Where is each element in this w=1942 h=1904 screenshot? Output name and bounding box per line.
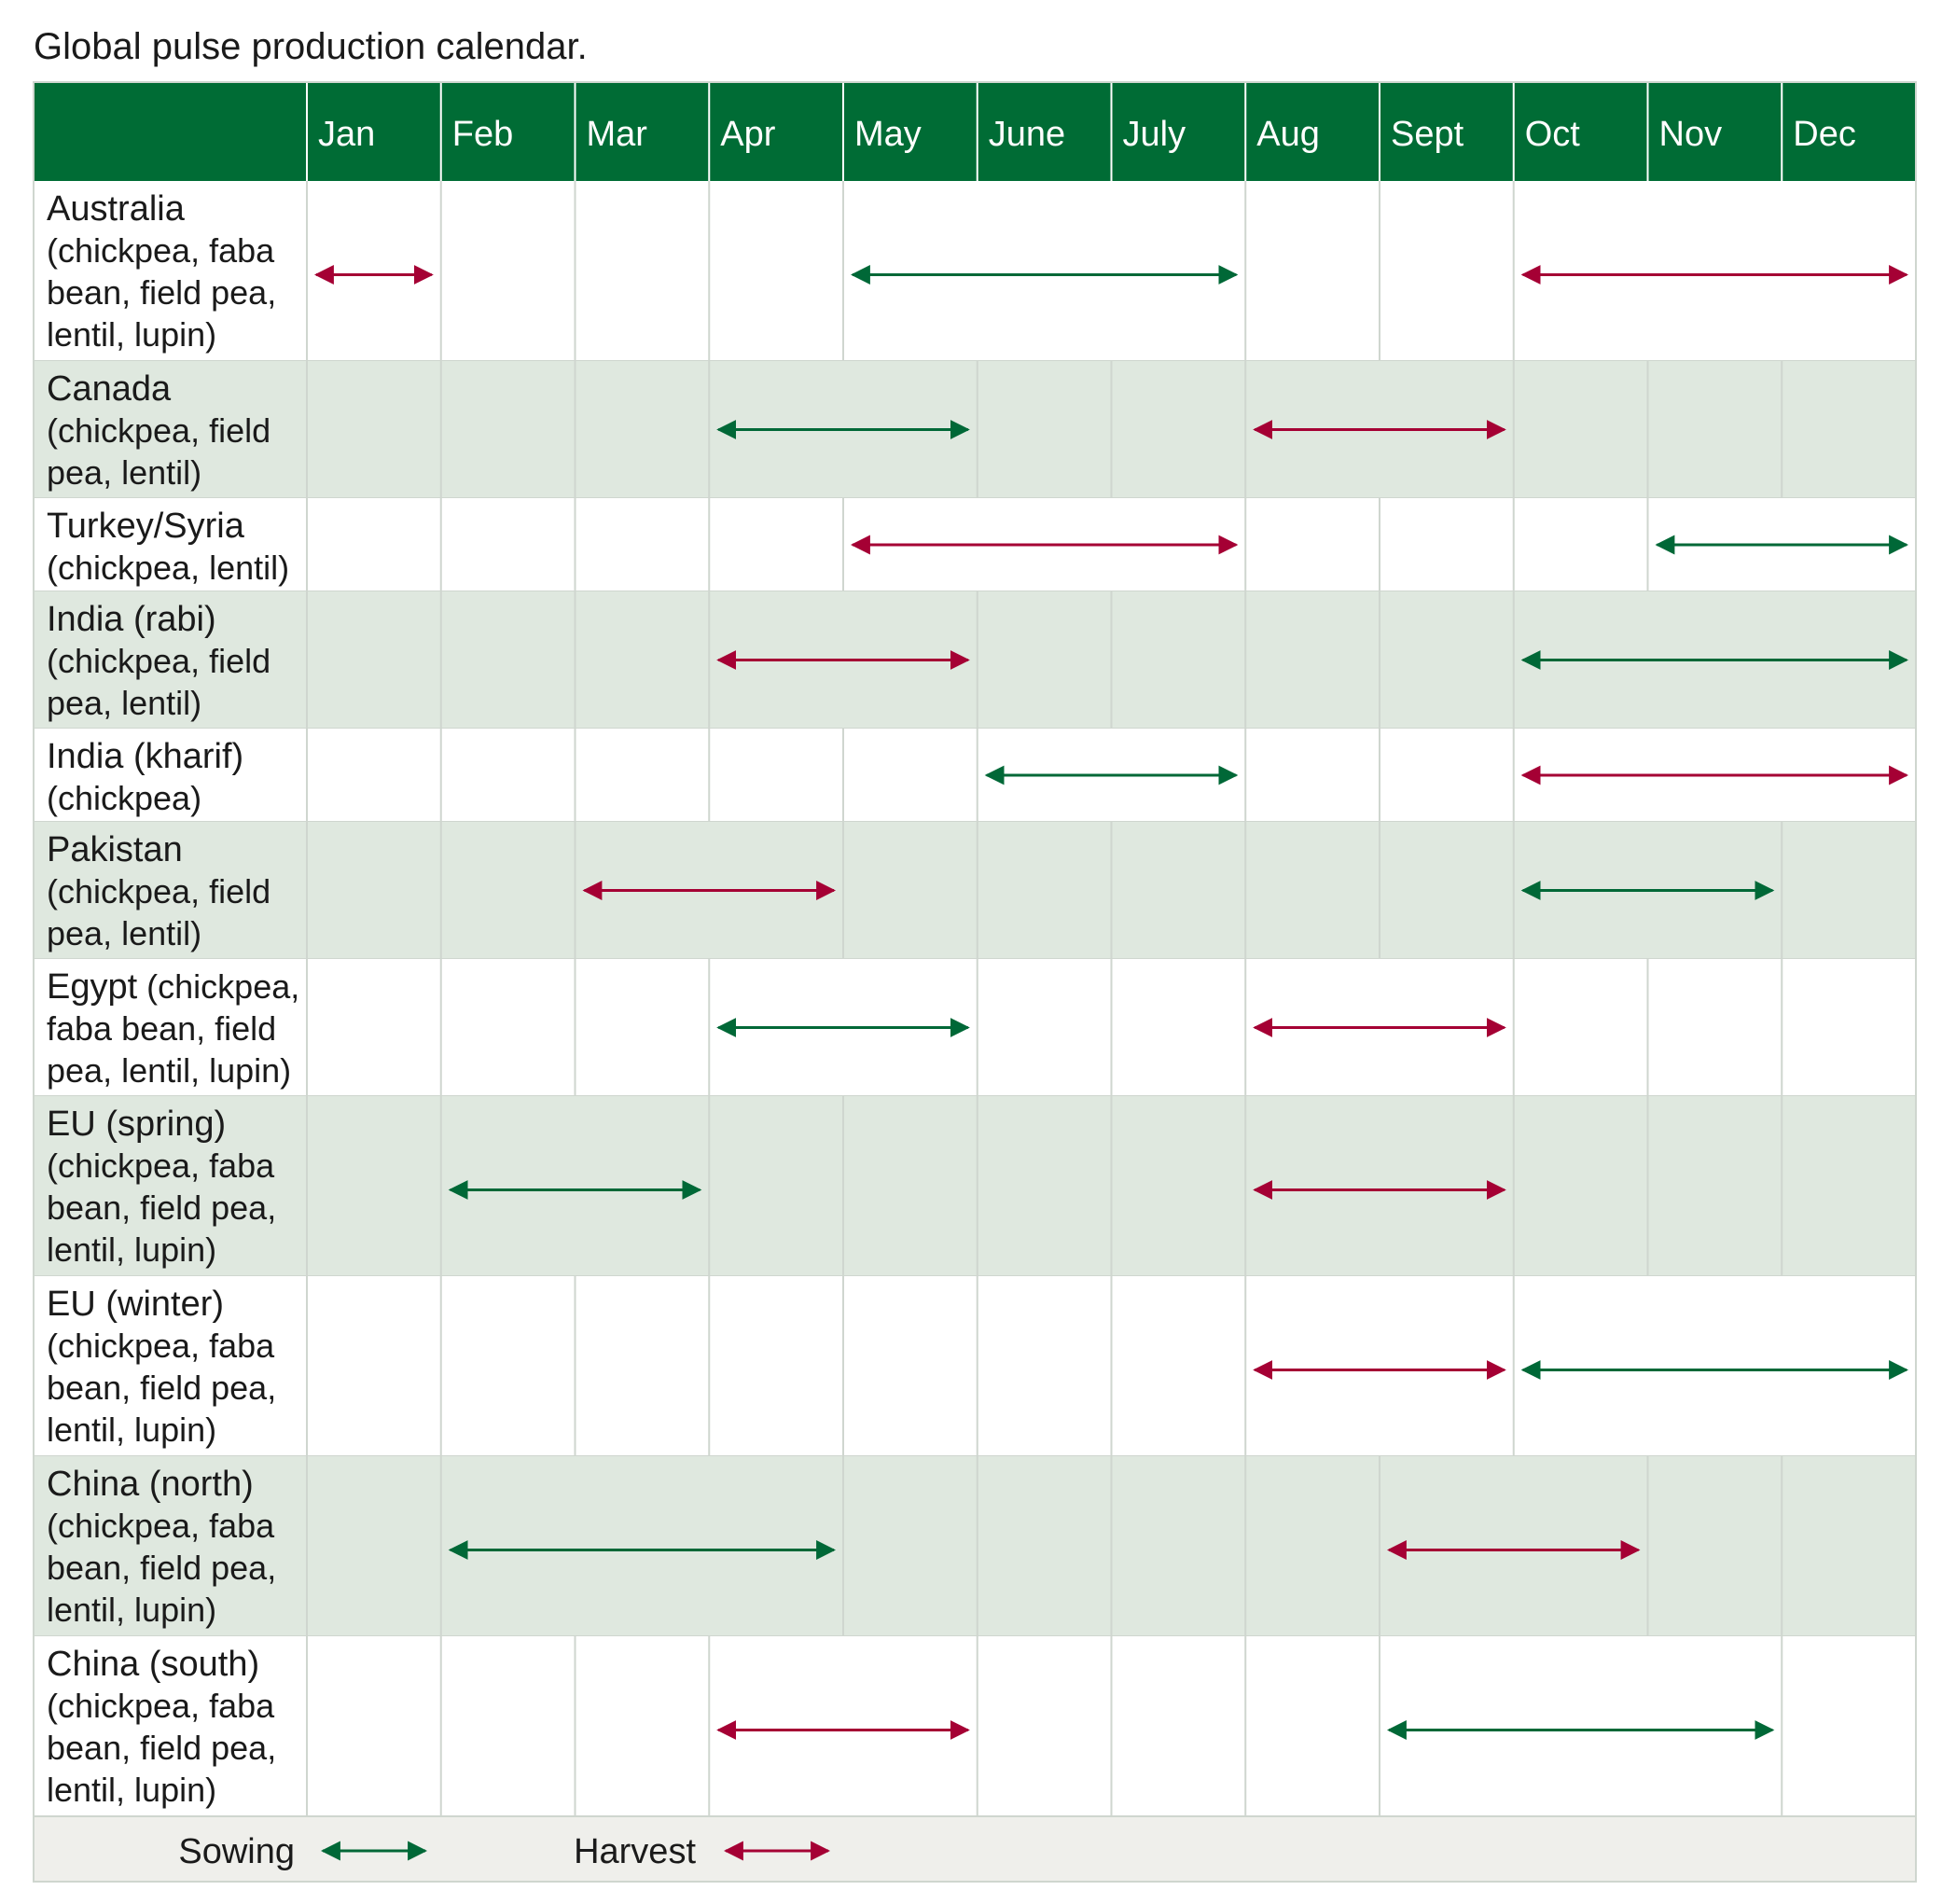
month-header-oct: Oct: [1525, 115, 1581, 154]
row-background: [34, 959, 1916, 1096]
row-label-line: EU (winter): [47, 1285, 224, 1324]
legend-bar: [33, 1815, 1917, 1883]
row-background: [34, 1636, 1916, 1816]
row-label-line: China (north): [47, 1465, 254, 1504]
legend-label-sowing: Sowing: [178, 1832, 295, 1871]
row-label-line: Canada: [47, 369, 172, 409]
row-background: [34, 1276, 1916, 1456]
row-label-line: lentil, lupin): [47, 315, 216, 354]
row-label-line: China (south): [47, 1645, 259, 1684]
row-label-line: lentil, lupin): [47, 1411, 216, 1449]
row-label-line: (chickpea, faba: [47, 231, 275, 270]
row-label-line: EU (spring): [47, 1105, 226, 1144]
month-header-mar: Mar: [587, 115, 648, 154]
row-label-line: India (kharif): [47, 737, 243, 776]
month-header-sept: Sept: [1391, 115, 1464, 154]
row-label-line: (chickpea, field: [47, 642, 270, 680]
header-bar: [34, 82, 1916, 181]
month-header-dec: Dec: [1793, 115, 1856, 154]
row-label-line: lentil, lupin): [47, 1591, 216, 1629]
row-background: [34, 361, 1916, 498]
row-label-line: (chickpea): [47, 779, 201, 817]
page-title: Global pulse production calendar.: [34, 26, 588, 67]
legend-label-harvest: Harvest: [574, 1832, 696, 1871]
month-header-june: June: [989, 115, 1065, 154]
row-label-line: (chickpea, faba: [47, 1147, 275, 1185]
month-header-apr: Apr: [720, 115, 775, 154]
row-background: [34, 181, 1916, 361]
month-header-may: May: [854, 115, 922, 154]
row-background: [34, 1096, 1916, 1276]
row-label-line: India (rabi): [47, 600, 216, 639]
row-label-line: (chickpea, faba: [47, 1507, 275, 1545]
row-label-line: lentil, lupin): [47, 1230, 216, 1269]
row-label-line: bean, field pea,: [47, 1549, 276, 1587]
row-label-line: faba bean, field: [47, 1009, 276, 1048]
row-background: [34, 1456, 1916, 1636]
row-label-line: (chickpea, faba: [47, 1327, 275, 1365]
row-label-line: pea, lentil): [47, 914, 201, 952]
row-label-line: bean, field pea,: [47, 273, 276, 312]
row-label-line: pea, lentil): [47, 684, 201, 722]
row-label-line: Turkey/Syria: [47, 507, 245, 546]
row-label-line: (chickpea, lentil): [47, 549, 289, 587]
row-label-line: bean, field pea,: [47, 1369, 276, 1407]
row-label-line: bean, field pea,: [47, 1729, 276, 1767]
row-label-line: lentil, lupin): [47, 1771, 216, 1809]
month-header-feb: Feb: [452, 115, 513, 154]
row-label-line: (chickpea, field: [47, 411, 270, 450]
row-label-line: Pakistan: [47, 830, 183, 869]
row-label-line: pea, lentil): [47, 453, 201, 492]
month-header-jan: Jan: [318, 115, 375, 154]
row-label-line: bean, field pea,: [47, 1188, 276, 1227]
row-label-line: (chickpea, faba: [47, 1687, 275, 1725]
row-label-line: (chickpea, field: [47, 872, 270, 910]
row-label-line: pea, lentil, lupin): [47, 1051, 291, 1090]
month-header-nov: Nov: [1659, 115, 1723, 154]
month-header-aug: Aug: [1256, 115, 1320, 154]
row-label-line: Australia: [47, 189, 186, 229]
month-header-july: July: [1123, 115, 1186, 154]
row-label-line: Egypt (chickpea,: [47, 967, 299, 1007]
